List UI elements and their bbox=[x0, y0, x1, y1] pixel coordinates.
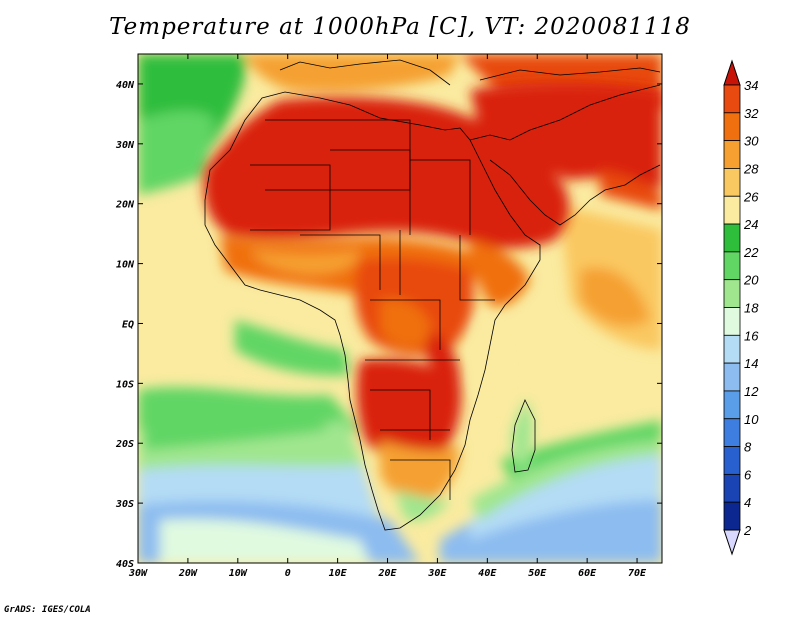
lat-tick-label: 10N bbox=[116, 260, 135, 271]
colorbar: 34 32 30 28 26 24 22 20 18 16 14 12 10 8 6 4 2 bbox=[723, 59, 759, 556]
map-axes: 30W 20W 10W 0 10E 20E 30E 40E 50E 60E 70E 40N 30N 20N… bbox=[115, 54, 662, 579]
colorbar-label: 18 bbox=[744, 301, 759, 316]
colorbar-label: 6 bbox=[744, 467, 752, 482]
colorbar-label: 4 bbox=[744, 495, 751, 510]
colorbar-label: 34 bbox=[744, 78, 758, 93]
colorbar-segment bbox=[723, 195, 741, 225]
colorbar-label: 8 bbox=[744, 440, 752, 455]
lon-tick-label: 20E bbox=[377, 568, 397, 579]
colorbar-label: 16 bbox=[744, 328, 759, 343]
lat-tick-label: 40N bbox=[116, 80, 135, 91]
lon-tick-label: 50E bbox=[528, 568, 547, 579]
lon-tick-label: 20W bbox=[178, 568, 198, 579]
lat-tick-label: 30N bbox=[115, 140, 135, 151]
colorbar-top-arrow bbox=[723, 59, 741, 86]
lat-tick-label: 20S bbox=[115, 439, 134, 450]
colorbar-label: 12 bbox=[744, 384, 759, 399]
colorbar-segment bbox=[723, 223, 741, 253]
colorbar-label: 14 bbox=[744, 356, 758, 371]
coastline-borders bbox=[204, 59, 661, 531]
map-frame bbox=[137, 53, 663, 564]
colorbar-segment bbox=[723, 84, 741, 114]
colorbar-label: 32 bbox=[744, 106, 759, 121]
lon-tick-label: 60E bbox=[578, 568, 597, 579]
colorbar-segment bbox=[723, 307, 741, 336]
colorbar-segment bbox=[723, 418, 741, 447]
colorbar-segment bbox=[723, 251, 741, 281]
colorbar-label: 26 bbox=[743, 189, 759, 204]
colorbar-segment bbox=[723, 390, 741, 420]
lat-tick-label: EQ bbox=[122, 319, 134, 330]
colorbar-label: 20 bbox=[743, 273, 759, 288]
colorbar-segment bbox=[723, 446, 741, 475]
lon-tick-label: 10E bbox=[329, 568, 348, 579]
lon-tick-label: 30E bbox=[427, 568, 447, 579]
lon-tick-label: 30W bbox=[128, 568, 148, 579]
colorbar-segment bbox=[723, 362, 741, 392]
colorbar-label: 24 bbox=[743, 217, 758, 232]
lat-tick-label: 40S bbox=[116, 559, 134, 570]
colorbar-segment bbox=[723, 473, 741, 503]
temperature-field bbox=[138, 54, 662, 563]
colorbar-segment bbox=[723, 168, 741, 197]
colorbar-segment bbox=[723, 112, 741, 142]
colorbar-label: 30 bbox=[744, 134, 759, 149]
colorbar-segment bbox=[723, 501, 741, 531]
colorbar-segment bbox=[723, 334, 741, 364]
lat-tick-label: 30S bbox=[115, 499, 134, 510]
colorbar-segment bbox=[723, 140, 741, 169]
colorbar-label: 10 bbox=[744, 412, 759, 427]
colorbar-bottom-arrow bbox=[723, 529, 741, 556]
colorbar-label: 28 bbox=[743, 161, 759, 176]
grads-credit: GrADS: IGES/COLA bbox=[4, 605, 91, 615]
colorbar-label: 2 bbox=[743, 523, 752, 538]
lat-tick-label: 20N bbox=[115, 200, 135, 211]
lon-tick-label: 0 bbox=[285, 568, 291, 579]
colorbar-segment bbox=[723, 279, 741, 308]
map-title: Temperature at 1000hPa [C], VT: 20200811… bbox=[109, 14, 691, 40]
colorbar-label: 22 bbox=[743, 245, 759, 260]
lon-tick-label: 10W bbox=[229, 568, 248, 579]
lon-tick-label: 40E bbox=[478, 568, 497, 579]
lon-tick-label: 70E bbox=[628, 568, 647, 579]
lat-tick-label: 10S bbox=[116, 379, 134, 390]
